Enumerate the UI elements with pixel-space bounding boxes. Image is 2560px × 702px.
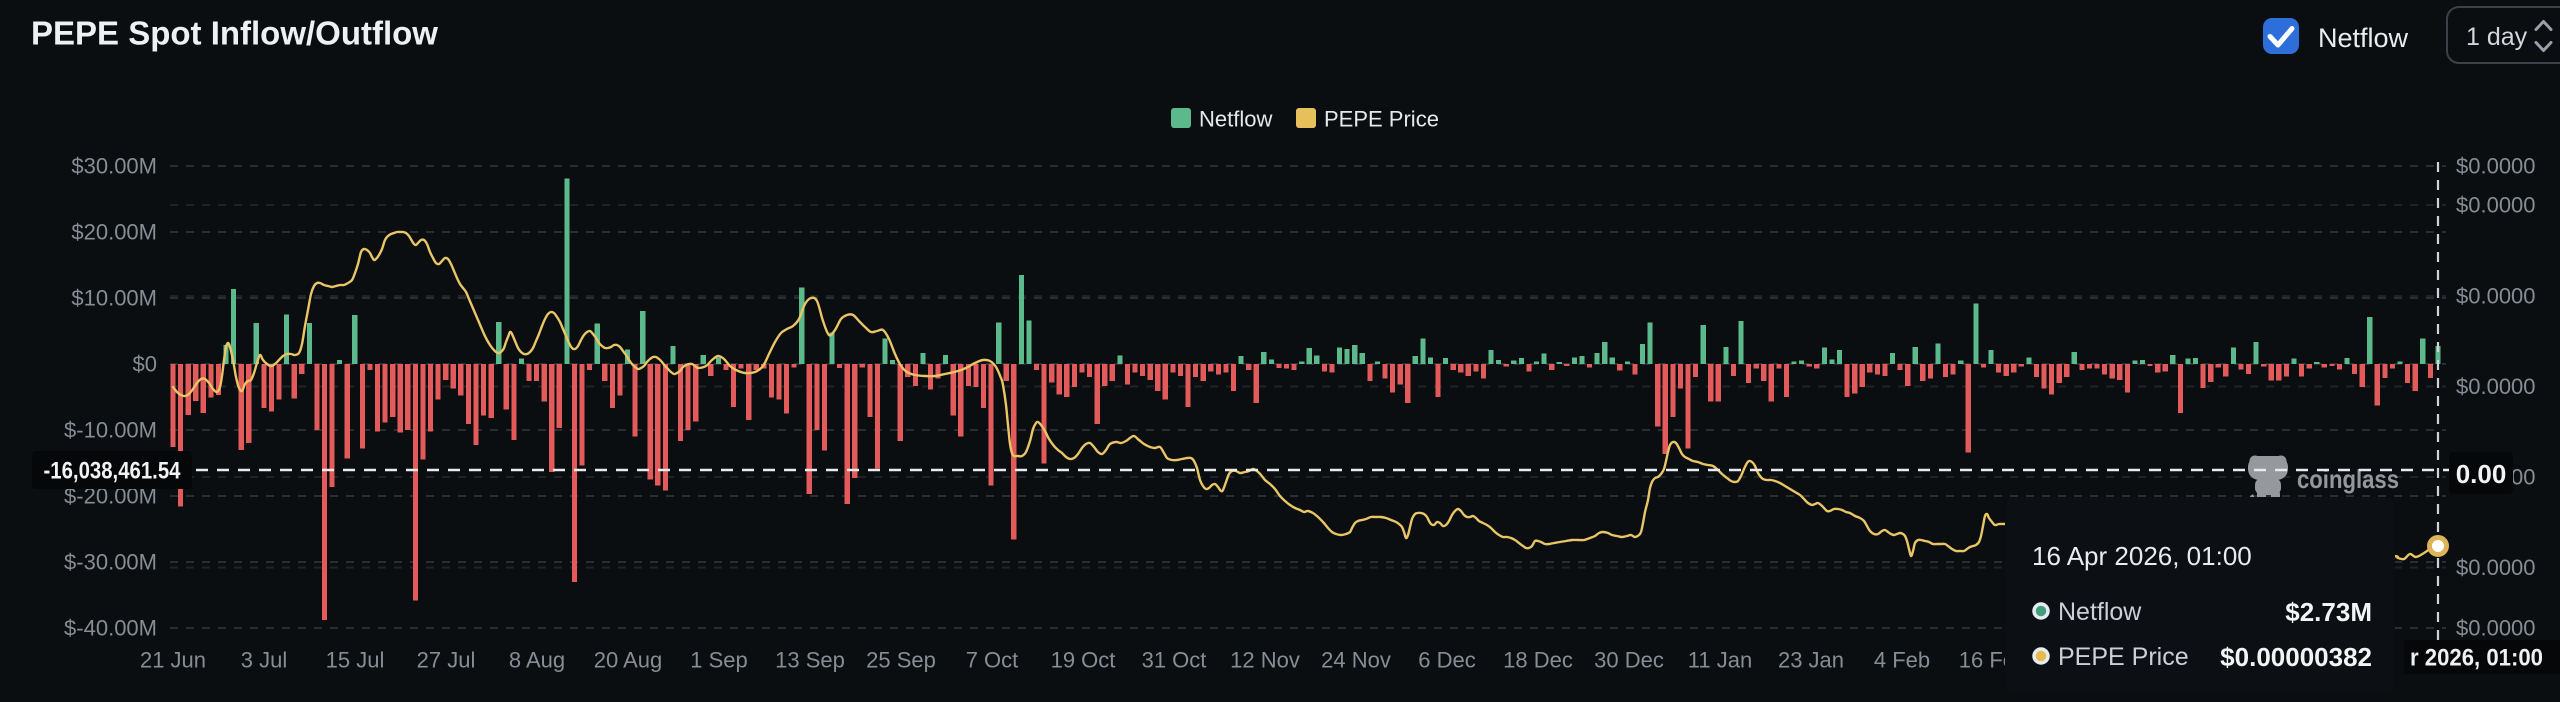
svg-text:0.00: 0.00 [2456, 459, 2507, 489]
svg-text:25 Sep: 25 Sep [866, 648, 936, 673]
svg-text:$0.0000: $0.0000 [2456, 193, 2536, 218]
svg-text:$10.00M: $10.00M [71, 286, 157, 311]
svg-text:$20.00M: $20.00M [71, 220, 157, 245]
svg-text:30 Dec: 30 Dec [1594, 648, 1664, 673]
svg-text:$0.0000: $0.0000 [2456, 154, 2536, 179]
svg-text:6 Dec: 6 Dec [1418, 648, 1475, 673]
svg-text:13 Sep: 13 Sep [775, 648, 845, 673]
svg-text:18 Dec: 18 Dec [1503, 648, 1573, 673]
svg-text:7 Oct: 7 Oct [966, 648, 1019, 673]
svg-text:Netflow: Netflow [2318, 23, 2409, 53]
svg-text:coinglass: coinglass [2297, 464, 2399, 494]
svg-text:$0.0000: $0.0000 [2456, 555, 2536, 580]
svg-text:$0.00000382: $0.00000382 [2220, 642, 2372, 672]
svg-text:20 Aug: 20 Aug [594, 648, 663, 673]
svg-text:$0.0000: $0.0000 [2456, 374, 2536, 399]
svg-text:Netflow: Netflow [2058, 598, 2142, 626]
svg-text:$-30.00M: $-30.00M [64, 550, 157, 575]
svg-text:24 Nov: 24 Nov [1321, 648, 1391, 673]
svg-text:-16,038,461.54: -16,038,461.54 [44, 458, 182, 485]
svg-text:1 Sep: 1 Sep [690, 648, 748, 673]
svg-text:$-40.00M: $-40.00M [64, 616, 157, 641]
svg-text:31 Oct: 31 Oct [1142, 648, 1207, 673]
svg-text:15 Jul: 15 Jul [326, 648, 385, 673]
svg-text:23 Jan: 23 Jan [1778, 648, 1844, 673]
svg-text:21 Jun: 21 Jun [140, 648, 206, 673]
svg-text:3 Jul: 3 Jul [241, 648, 287, 673]
svg-text:11 Jan: 11 Jan [1688, 648, 1752, 673]
svg-text:19 Oct: 19 Oct [1051, 648, 1116, 673]
svg-text:27 Jul: 27 Jul [417, 648, 476, 673]
svg-text:$2.73M: $2.73M [2285, 597, 2372, 627]
svg-text:PEPE Price: PEPE Price [1324, 107, 1439, 132]
svg-text:$0: $0 [133, 352, 157, 377]
svg-text:12 Nov: 12 Nov [1230, 648, 1300, 673]
svg-text:Netflow: Netflow [1199, 107, 1272, 132]
svg-text:PEPE Spot Inflow/Outflow: PEPE Spot Inflow/Outflow [31, 15, 438, 52]
svg-text:$0.0000: $0.0000 [2456, 284, 2536, 309]
svg-text:1 day: 1 day [2466, 23, 2528, 51]
svg-text:$0.0000: $0.0000 [2456, 616, 2536, 641]
svg-text:PEPE Price: PEPE Price [2058, 643, 2189, 671]
svg-text:16 Apr 2026, 01:00: 16 Apr 2026, 01:00 [2032, 541, 2252, 571]
svg-text:r 2026, 01:00: r 2026, 01:00 [2410, 645, 2543, 672]
svg-text:$30.00M: $30.00M [71, 154, 157, 179]
svg-text:8 Aug: 8 Aug [509, 648, 565, 673]
svg-text:$-10.00M: $-10.00M [64, 418, 157, 443]
svg-text:4 Feb: 4 Feb [1874, 648, 1930, 673]
